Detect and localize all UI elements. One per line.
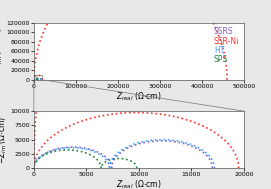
SPS (32, 79, 36, 81)
HT (32, 79, 36, 81)
HT (35, 78, 38, 80)
SSR-Ni (60, 2, 63, 5)
SSRS (34, 77, 37, 79)
SPS (34, 77, 37, 79)
Line: SSR-Ni: SSR-Ni (34, 0, 227, 80)
HT (33, 77, 36, 79)
Line: HT: HT (34, 78, 37, 80)
SSRS (35, 79, 38, 81)
Line: SSRS: SSRS (34, 78, 37, 80)
HT (35, 77, 38, 80)
X-axis label: $Z_{real}$ ($\Omega$$\cdot$cm): $Z_{real}$ ($\Omega$$\cdot$cm) (116, 90, 162, 103)
SSR-Ni (196, 0, 199, 2)
HT (34, 77, 37, 79)
SPS (33, 77, 37, 79)
Y-axis label: $-Z_{im}$ ($\Omega$$\cdot$cm): $-Z_{im}$ ($\Omega$$\cdot$cm) (0, 27, 5, 75)
HT (34, 77, 37, 79)
SSRS (33, 77, 36, 79)
Legend: SSRS, SSR-Ni, HT, SPS: SSRS, SSR-Ni, HT, SPS (212, 26, 240, 65)
Line: SPS: SPS (34, 78, 37, 80)
X-axis label: $Z_{real}$ ($\Omega$$\cdot$cm): $Z_{real}$ ($\Omega$$\cdot$cm) (116, 179, 162, 189)
SSRS (33, 77, 36, 80)
HT (33, 77, 37, 79)
SPS (33, 77, 36, 80)
SPS (33, 77, 36, 80)
SSRS (35, 78, 38, 80)
SPS (35, 78, 38, 80)
SPS (34, 77, 37, 79)
SSR-Ni (32, 79, 36, 81)
SSRS (35, 77, 38, 80)
SSRS (34, 77, 37, 79)
HT (33, 77, 36, 80)
Y-axis label: $-Z_{im}$ ($\Omega$$\cdot$cm): $-Z_{im}$ ($\Omega$$\cdot$cm) (0, 116, 9, 164)
SPS (35, 79, 38, 81)
SSRS (33, 77, 37, 79)
SSR-Ni (225, 79, 229, 81)
HT (35, 79, 38, 81)
SSR-Ni (211, 21, 214, 23)
SSRS (32, 79, 36, 81)
SPS (34, 77, 38, 80)
Bar (34, 75, 42, 80)
